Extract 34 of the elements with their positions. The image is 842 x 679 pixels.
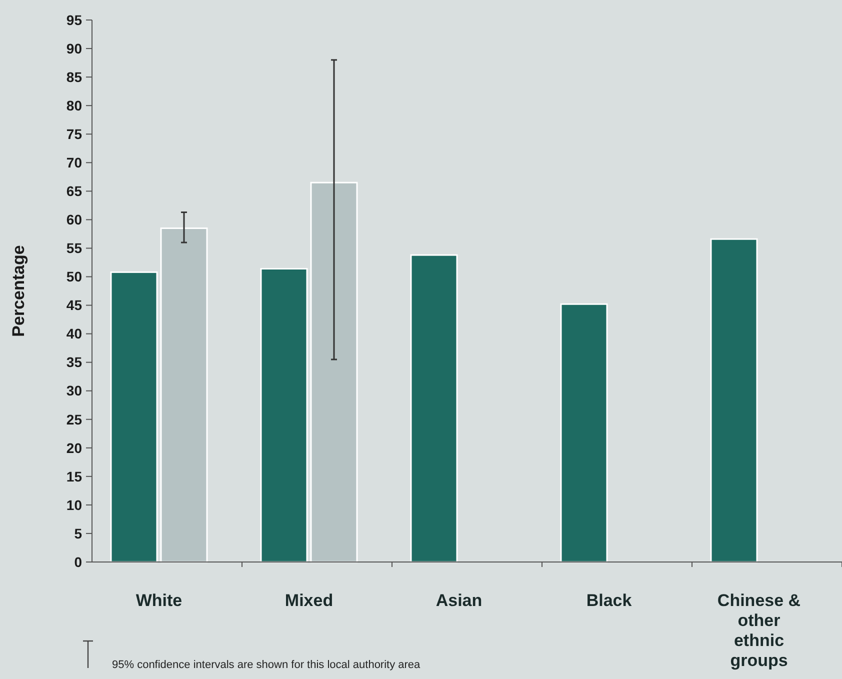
y-tick-label: 85 [66, 68, 82, 85]
bar [260, 268, 308, 563]
y-tick-label: 30 [66, 382, 82, 399]
y-tick-label: 20 [66, 440, 82, 456]
y-tick-label: 35 [66, 354, 82, 370]
y-tick-label: 95 [66, 12, 82, 28]
y-axis-title: Percentage [9, 245, 28, 337]
y-tick-label: 40 [66, 326, 82, 342]
y-tick-label: 70 [66, 154, 82, 171]
y-tick-label: 45 [66, 297, 82, 314]
y-tick-label: 25 [66, 411, 82, 428]
bar [310, 182, 358, 563]
bar [710, 238, 758, 563]
y-tick-label: 0 [74, 554, 82, 570]
bar [110, 271, 158, 563]
y-tick-label: 60 [66, 212, 82, 228]
y-tick-label: 65 [66, 183, 82, 200]
y-tick-label: 15 [66, 468, 82, 484]
x-tick-label: Black [586, 591, 632, 610]
y-tick-label: 90 [66, 40, 82, 56]
y-tick-label: 5 [74, 525, 82, 542]
x-tick-label: Mixed [284, 591, 334, 610]
bar [160, 227, 208, 563]
y-tick-label: 55 [66, 240, 82, 256]
text: 95% confidence intervals are shown for this local authority area [112, 659, 422, 671]
y-tick-label: 80 [66, 97, 82, 114]
y-tick-label: 50 [66, 268, 82, 285]
y-tick-label: 10 [66, 496, 82, 513]
y-tick-label: 75 [66, 126, 82, 142]
bar [410, 254, 458, 563]
x-tick-label: Asian [436, 591, 482, 610]
bar [560, 303, 608, 563]
x-tick-label: White [136, 591, 182, 610]
x-tick-label: Chinese & other ethnic groups [717, 591, 801, 670]
